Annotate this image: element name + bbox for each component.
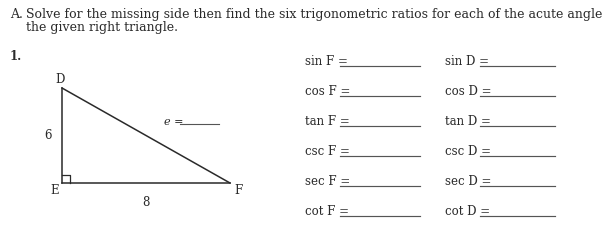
Text: E: E [50,184,59,197]
Text: csc F =: csc F = [305,145,350,158]
Text: 6: 6 [44,129,52,142]
Text: csc D =: csc D = [445,145,491,158]
Text: tan D =: tan D = [445,115,491,128]
Text: tan F =: tan F = [305,115,350,128]
Text: sec F =: sec F = [305,175,350,188]
Text: cot D =: cot D = [445,205,490,218]
Text: sin D =: sin D = [445,55,489,68]
Text: cos D =: cos D = [445,85,492,98]
Text: 8: 8 [143,196,150,209]
Text: cot F =: cot F = [305,205,349,218]
Text: F: F [234,184,242,197]
Text: 1.: 1. [10,50,22,63]
Text: D: D [56,73,65,86]
Text: Solve for the missing side then find the six trigonometric ratios for each of th: Solve for the missing side then find the… [26,8,604,21]
Text: A.: A. [10,8,23,21]
Text: sin F =: sin F = [305,55,348,68]
Text: cos F =: cos F = [305,85,350,98]
Text: e =: e = [164,117,184,126]
Text: the given right triangle.: the given right triangle. [26,21,178,34]
Text: sec D =: sec D = [445,175,492,188]
